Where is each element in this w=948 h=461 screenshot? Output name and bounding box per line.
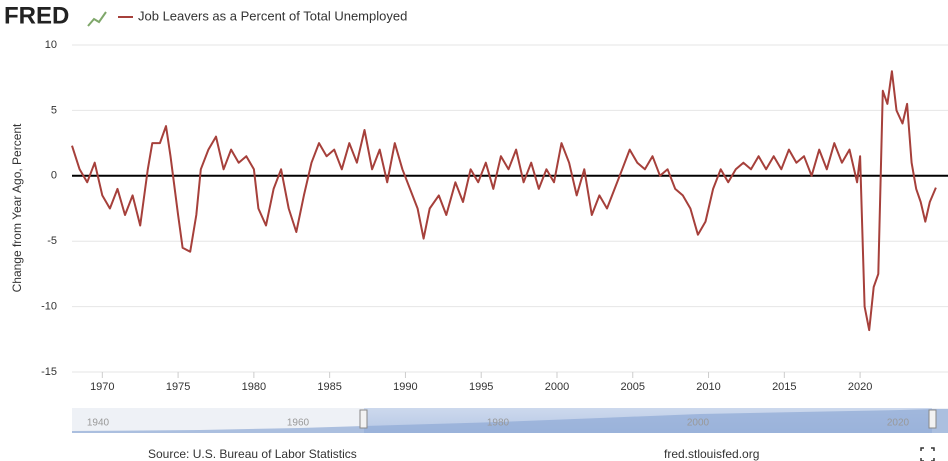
- x-tick-label: 2000: [545, 381, 569, 393]
- y-tick-label: -15: [41, 366, 57, 378]
- x-tick-label: 1975: [166, 381, 190, 393]
- navigator-label: 1980: [487, 418, 510, 429]
- x-tick-label: 1970: [90, 381, 114, 393]
- x-tick-label: 2010: [696, 381, 720, 393]
- y-tick-label: -5: [47, 235, 57, 247]
- fullscreen-icon[interactable]: [920, 447, 935, 461]
- navigator-series: [72, 409, 948, 433]
- y-tick-label: 10: [45, 39, 57, 51]
- x-tick-label: 2005: [621, 381, 645, 393]
- x-tick-label: 1985: [317, 381, 341, 393]
- y-tick-label: 0: [51, 170, 57, 182]
- x-tick-label: 1980: [242, 381, 266, 393]
- x-tick-label: 2015: [772, 381, 796, 393]
- navigator-handle[interactable]: [359, 409, 368, 429]
- source: Source: U.S. Bureau of Labor Statistics: [148, 447, 357, 461]
- y-tick-label: -10: [41, 301, 57, 313]
- navigator-label: 1940: [87, 418, 110, 429]
- legend-label: Job Leavers as a Percent of Total Unempl…: [138, 8, 407, 23]
- y-tick-label: 5: [51, 104, 57, 116]
- brand: FRED: [4, 2, 69, 29]
- navigator-label: 1960: [287, 418, 310, 429]
- x-tick-label: 2020: [848, 381, 872, 393]
- navigator-handle[interactable]: [928, 409, 937, 429]
- y-axis-label: Change from Year Ago, Percent: [10, 123, 24, 292]
- site: fred.stlouisfed.org: [664, 447, 759, 461]
- navigator-label: 2020: [887, 418, 910, 429]
- x-tick-label: 1995: [469, 381, 493, 393]
- logo-icon: [87, 11, 107, 27]
- x-tick-label: 1990: [393, 381, 417, 393]
- navigator-label: 2000: [687, 418, 710, 429]
- series-line: [71, 70, 937, 332]
- plot-area: [72, 45, 948, 372]
